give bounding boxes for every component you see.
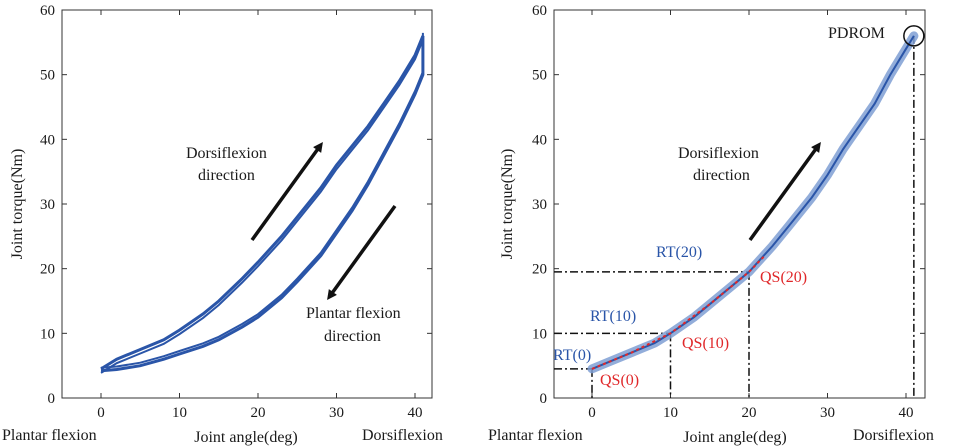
left-unloading-curve-repeat	[100, 32, 424, 369]
right-xtick-label: 40	[899, 405, 914, 421]
right-curve-band	[587, 31, 919, 374]
right-panel: 0 10 20 30 40 0 10 20 30 40 50 60 PDROM Dorsiflexio…	[488, 3, 934, 446]
qs-20-label: QS(20)	[760, 269, 807, 286]
right-ytick-label: 60	[532, 3, 547, 19]
right-dorsiflexion-arrow	[748, 141, 821, 242]
left-dorsi-annotation-line1: Dorsiflexion	[186, 145, 267, 162]
right-torque-angle-curve	[591, 35, 915, 370]
right-xtick-label: 20	[742, 405, 757, 421]
right-xtick-label: 0	[588, 405, 596, 421]
left-unloading-curve	[100, 35, 425, 373]
left-xtick-label: 30	[329, 405, 344, 421]
left-dorsiflexion-label: Dorsiflexion	[362, 427, 443, 444]
right-dorsiflexion-label: Dorsiflexion	[853, 427, 934, 444]
rt-20-label: RT(20)	[656, 244, 702, 261]
right-xtick-label: 30	[820, 405, 835, 421]
right-xlabel: Joint angle(deg)	[683, 429, 787, 446]
left-xtick-label: 10	[172, 405, 187, 421]
right-reference-lines	[554, 35, 915, 398]
rt-0-label: RT(0)	[553, 347, 591, 364]
pdrom-label: PDROM	[828, 25, 885, 42]
left-ytick-label: 0	[48, 391, 56, 407]
left-dorsi-annotation-line2: direction	[198, 167, 255, 184]
left-ytick-label: 20	[40, 262, 55, 278]
left-ylabel: Joint torque(Nm)	[9, 149, 26, 260]
right-quasi-static-fit	[591, 255, 766, 370]
left-plot-frame	[61, 9, 433, 399]
qs-10-label: QS(10)	[682, 335, 729, 352]
left-loading-curve	[100, 35, 425, 371]
left-ytick-label: 50	[40, 68, 55, 84]
left-plantarflexion-arrow	[327, 204, 397, 301]
left-plantar-flexion-label: Plantar flexion	[2, 427, 97, 444]
left-ytick-label: 40	[40, 132, 55, 148]
left-xlabel: Joint angle(deg)	[194, 429, 298, 446]
left-xtick-label: 40	[408, 405, 423, 421]
left-loading-curve-repeat	[100, 39, 424, 374]
left-xtick-label: 20	[251, 405, 266, 421]
right-ytick-label: 50	[532, 68, 547, 84]
right-dorsi-annotation-line2: direction	[693, 167, 750, 184]
right-ytick-label: 0	[540, 391, 548, 407]
pdrom-marker	[903, 25, 925, 47]
left-ytick-label: 30	[40, 197, 55, 213]
right-plot-frame	[553, 9, 926, 399]
left-xtick-label: 0	[97, 405, 105, 421]
qs-0-label: QS(0)	[600, 372, 639, 389]
left-ytick-label: 60	[40, 3, 55, 19]
right-ytick-label: 40	[532, 132, 547, 148]
left-panel: 0 10 20 30 40 0 10 20 30 40 50 60 Dorsiflexion dire…	[2, 3, 443, 446]
left-plantar-annotation-line2: direction	[324, 328, 381, 345]
right-ytick-label: 10	[532, 326, 547, 342]
right-ytick-label: 20	[532, 262, 547, 278]
left-axes-ticks: 0 10 20 30 40 0 10 20 30 40 50 60	[40, 3, 432, 421]
right-ylabel: Joint torque(Nm)	[499, 149, 516, 260]
left-plantar-annotation-line1: Plantar flexion	[306, 305, 401, 322]
right-plantar-flexion-label: Plantar flexion	[488, 427, 583, 444]
right-ytick-label: 30	[532, 197, 547, 213]
right-xtick-label: 10	[663, 405, 678, 421]
left-dorsiflexion-arrow	[250, 141, 323, 242]
rt-10-label: RT(10)	[590, 308, 636, 325]
right-dorsi-annotation-line1: Dorsiflexion	[678, 145, 759, 162]
right-axes-ticks: 0 10 20 30 40 0 10 20 30 40 50 60	[532, 3, 925, 421]
left-ytick-label: 10	[40, 326, 55, 342]
